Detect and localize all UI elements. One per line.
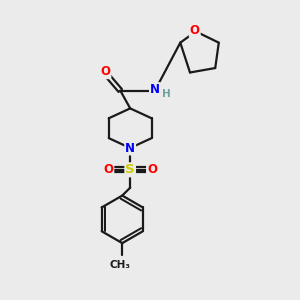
Text: O: O <box>190 24 200 37</box>
Text: H: H <box>163 88 171 98</box>
Text: N: N <box>150 83 160 96</box>
Text: S: S <box>125 163 135 176</box>
Text: N: N <box>125 142 135 154</box>
Text: O: O <box>147 163 157 176</box>
Text: O: O <box>103 163 113 176</box>
Text: CH₃: CH₃ <box>110 260 131 270</box>
Text: O: O <box>100 65 110 78</box>
